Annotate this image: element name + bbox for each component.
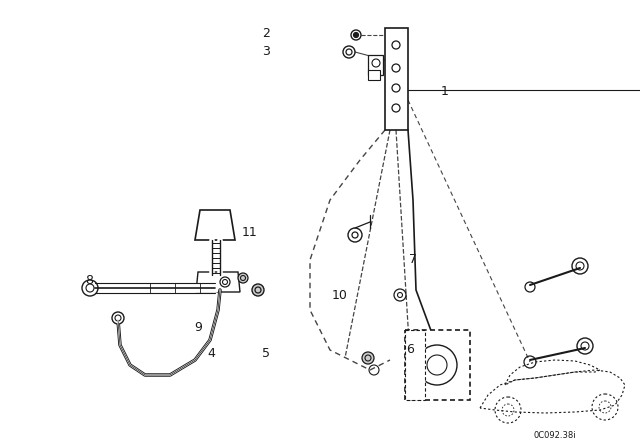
- Circle shape: [252, 284, 264, 296]
- Polygon shape: [196, 272, 240, 292]
- Circle shape: [353, 33, 358, 38]
- Text: 10: 10: [332, 289, 347, 302]
- Polygon shape: [385, 28, 408, 130]
- Text: 2: 2: [262, 27, 269, 40]
- Text: 7: 7: [409, 253, 417, 267]
- Text: 4: 4: [207, 347, 215, 361]
- Text: 3: 3: [262, 45, 269, 58]
- Polygon shape: [368, 55, 383, 75]
- Polygon shape: [405, 330, 425, 400]
- Circle shape: [112, 312, 124, 324]
- Text: 1: 1: [441, 85, 449, 99]
- Text: 6: 6: [406, 343, 413, 356]
- Text: 5: 5: [262, 347, 269, 361]
- Text: 9: 9: [195, 320, 202, 334]
- Polygon shape: [405, 330, 470, 400]
- Text: 0C092.38i: 0C092.38i: [534, 431, 576, 439]
- Circle shape: [362, 352, 374, 364]
- Circle shape: [82, 280, 98, 296]
- Text: 11: 11: [242, 226, 257, 240]
- Polygon shape: [195, 210, 235, 240]
- Circle shape: [238, 273, 248, 283]
- Text: 8: 8: [86, 273, 93, 287]
- Polygon shape: [368, 70, 380, 80]
